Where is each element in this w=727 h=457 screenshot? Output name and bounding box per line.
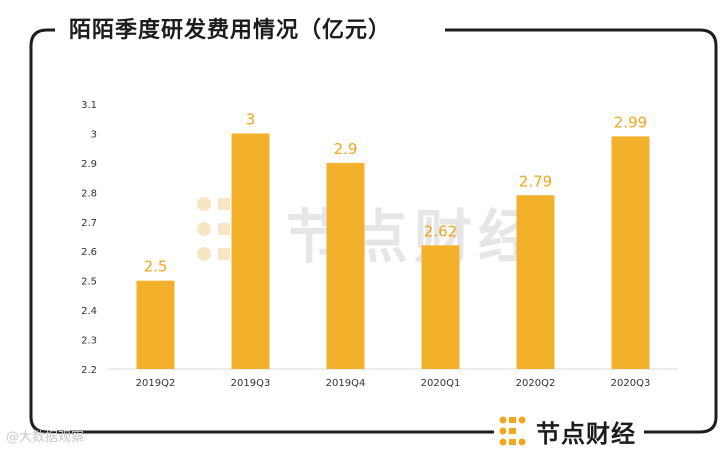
data-label: 3 — [246, 110, 256, 128]
y-tick-label: 2.8 — [81, 188, 97, 199]
x-tick-label: 2020Q1 — [421, 378, 461, 389]
bar — [136, 280, 175, 369]
y-tick-label: 2.9 — [81, 159, 97, 170]
brand-logo: 节点财经 — [494, 413, 644, 449]
brand-name: 节点财经 — [536, 419, 636, 448]
data-label: 2.9 — [334, 140, 358, 158]
data-label: 2.79 — [519, 172, 552, 190]
x-tick-label: 2019Q3 — [231, 378, 271, 389]
y-tick-label: 2.3 — [81, 336, 97, 347]
y-tick-label: 2.2 — [81, 365, 97, 376]
y-tick-label: 2.4 — [81, 306, 97, 317]
data-label: 2.99 — [614, 113, 647, 131]
y-tick-label: 2.7 — [81, 218, 97, 229]
x-tick-label: 2020Q3 — [611, 378, 651, 389]
x-tick-label: 2019Q2 — [136, 378, 176, 389]
bar — [611, 136, 650, 369]
bar — [231, 133, 270, 369]
data-label: 2.62 — [424, 222, 457, 240]
y-tick-label: 3.1 — [81, 100, 97, 111]
x-tick-label: 2019Q4 — [326, 378, 366, 389]
bar — [421, 245, 460, 369]
y-tick-label: 2.5 — [81, 277, 97, 288]
jiedian-logo-icon — [499, 416, 526, 446]
x-tick-label: 2020Q2 — [516, 378, 556, 389]
y-tick-label: 2.6 — [81, 247, 97, 258]
y-tick-label: 3 — [91, 129, 97, 140]
bar — [326, 162, 365, 369]
page-title: 陌陌季度研发费用情况（亿元） — [63, 12, 398, 50]
bar — [516, 195, 555, 369]
data-label: 2.5 — [144, 258, 168, 276]
weibo-watermark: @大数据观察 — [6, 430, 85, 445]
